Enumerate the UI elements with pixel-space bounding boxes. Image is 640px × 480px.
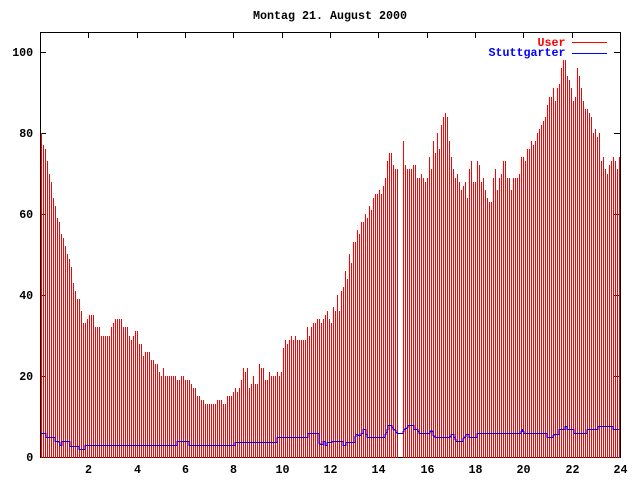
svg-text:14: 14 [372, 463, 386, 477]
svg-text:80: 80 [19, 127, 33, 141]
svg-text:22: 22 [566, 463, 580, 477]
svg-text:8: 8 [230, 463, 237, 477]
svg-text:0: 0 [26, 451, 33, 465]
svg-text:Montag 21. August 2000: Montag 21. August 2000 [253, 9, 407, 23]
svg-text:60: 60 [19, 208, 33, 222]
svg-text:20: 20 [517, 463, 531, 477]
svg-text:12: 12 [324, 463, 338, 477]
svg-text:10: 10 [276, 463, 290, 477]
svg-text:6: 6 [182, 463, 189, 477]
svg-text:Stuttgarter: Stuttgarter [489, 46, 566, 60]
svg-text:4: 4 [134, 463, 141, 477]
svg-text:40: 40 [19, 289, 33, 303]
svg-text:100: 100 [12, 46, 33, 60]
svg-text:16: 16 [421, 463, 435, 477]
svg-text:20: 20 [19, 370, 33, 384]
svg-text:18: 18 [469, 463, 483, 477]
svg-text:User: User [538, 36, 566, 50]
svg-text:2: 2 [85, 463, 92, 477]
svg-text:24: 24 [614, 463, 628, 477]
